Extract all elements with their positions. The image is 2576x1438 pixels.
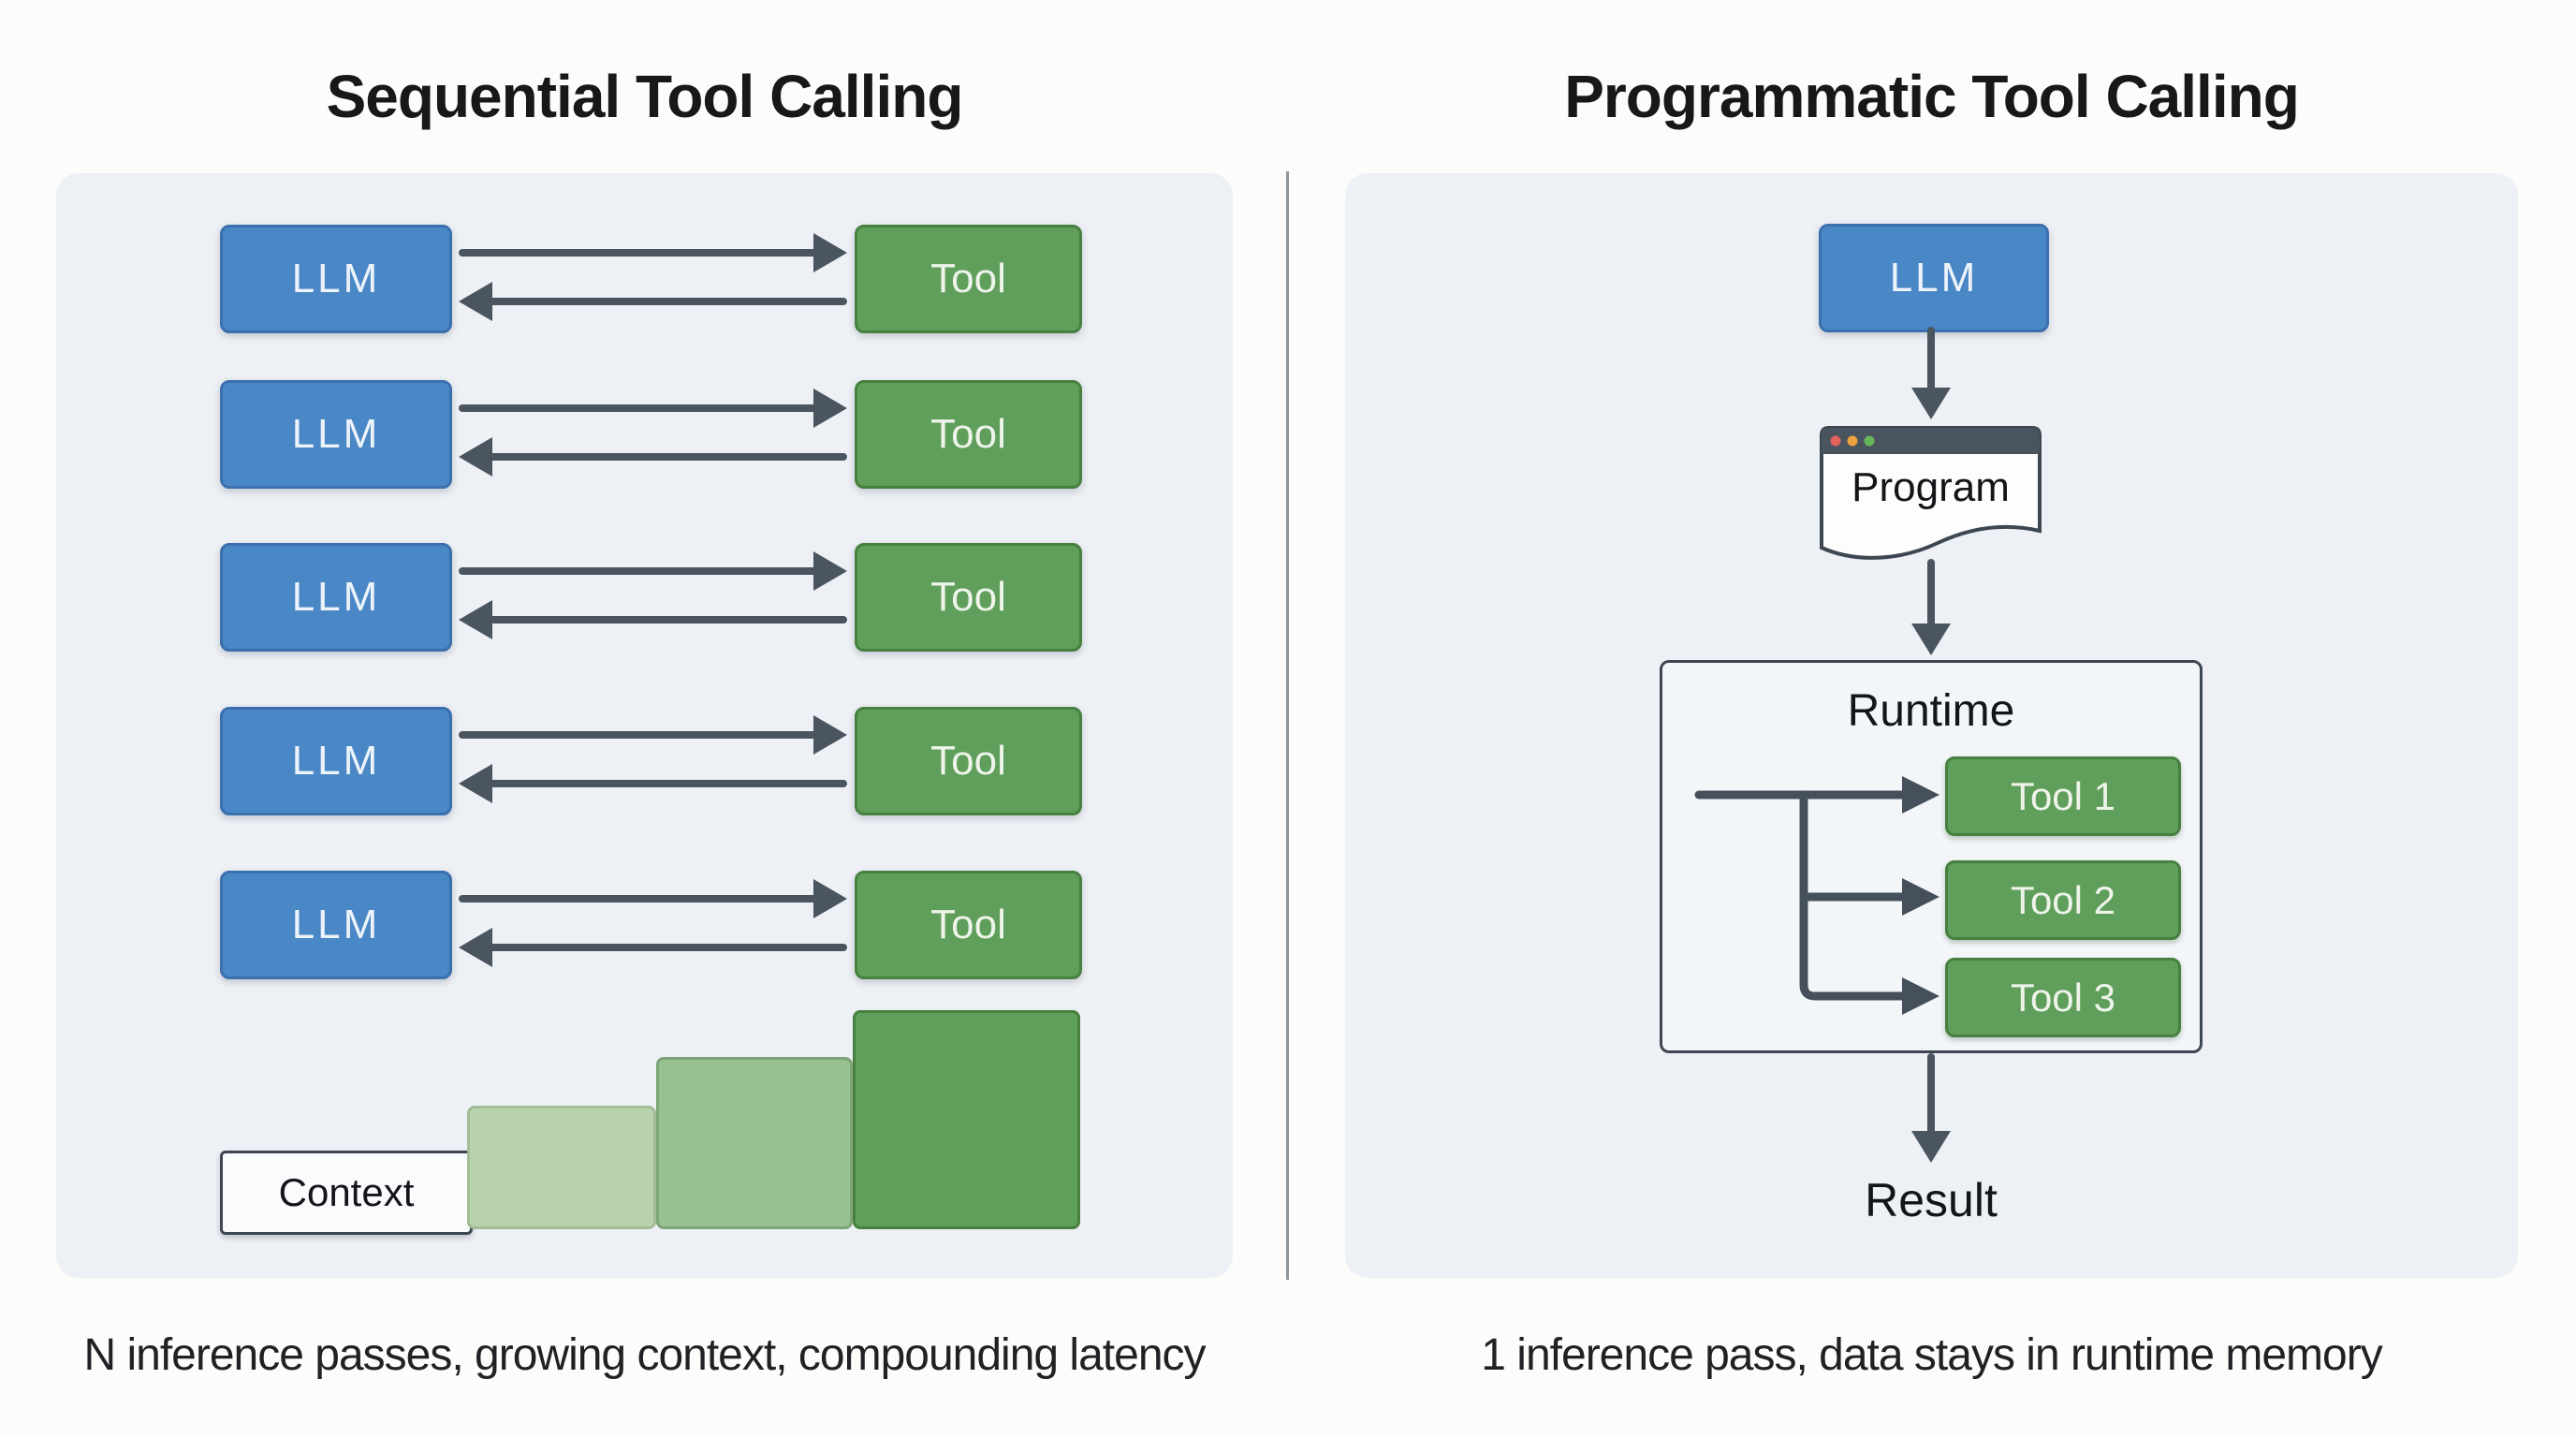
- tool-2-label: Tool 2: [2010, 877, 2116, 922]
- context-box: Context: [220, 1151, 473, 1235]
- arrowhead-tool2-icon: [1902, 878, 1939, 916]
- traffic-light-red-icon: [1830, 435, 1841, 447]
- arrowhead-right-icon: [813, 551, 847, 591]
- llm-box: LLM: [220, 871, 452, 979]
- arrow-llm-to-program: [1911, 327, 1951, 419]
- arrow-tool-to-llm: [459, 763, 847, 804]
- right-title: Programmatic Tool Calling: [1564, 63, 2300, 130]
- arrowhead-left-icon: [459, 437, 492, 477]
- llm-box: LLM: [1819, 224, 2049, 332]
- arrow-tool-to-llm: [459, 281, 847, 322]
- runtime-branch-connectors: [1694, 776, 1939, 1015]
- arrow-tool-to-llm: [459, 599, 847, 640]
- arrowhead-right-icon: [813, 879, 847, 918]
- tool-3-box: Tool 3: [1945, 958, 2181, 1037]
- arrowhead-down-icon: [1911, 624, 1951, 655]
- llm-label: LLM: [291, 256, 381, 301]
- arrow-llm-to-tool: [459, 714, 847, 756]
- tool-1-box: Tool 1: [1945, 756, 2181, 836]
- llm-box: LLM: [220, 707, 452, 815]
- traffic-light-yellow-icon: [1847, 435, 1858, 447]
- arrowhead-right-icon: [813, 233, 847, 272]
- tool-label: Tool: [930, 411, 1006, 457]
- tool-box: Tool: [855, 707, 1082, 815]
- panel-divider: [1286, 171, 1289, 1280]
- tool-2-box: Tool 2: [1945, 860, 2181, 940]
- tool-label: Tool: [930, 256, 1006, 301]
- tool-label: Tool: [930, 738, 1006, 784]
- programmatic-panel: LLM Program Runtime Tool 1 Tool 2 Tool: [1345, 173, 2518, 1278]
- arrowhead-left-icon: [459, 600, 492, 639]
- llm-box: LLM: [220, 543, 452, 652]
- tool-3-label: Tool 3: [2010, 975, 2116, 1020]
- runtime-label: Runtime: [1847, 686, 2015, 736]
- arrowhead-tool3-icon: [1902, 977, 1939, 1015]
- left-title: Sequential Tool Calling: [326, 63, 964, 130]
- arrowhead-right-icon: [813, 715, 847, 755]
- tool-box: Tool: [855, 543, 1082, 652]
- tool-1-label: Tool 1: [2010, 773, 2116, 818]
- llm-label: LLM: [291, 738, 381, 784]
- arrow-llm-to-tool: [459, 878, 847, 919]
- arrowhead-left-icon: [459, 764, 492, 803]
- tool-box: Tool: [855, 225, 1082, 333]
- llm-box: LLM: [220, 225, 452, 333]
- sequential-panel: LLM Tool LLM Tool LLM Tool LLM Tool LLM …: [56, 173, 1233, 1278]
- right-caption: 1 inference pass, data stays in runtime …: [1481, 1330, 2382, 1380]
- arrow-runtime-to-result: [1911, 1053, 1951, 1163]
- arrow-program-to-runtime: [1911, 559, 1951, 655]
- llm-label: LLM: [291, 411, 381, 457]
- arrowhead-right-icon: [813, 389, 847, 428]
- arrowhead-left-icon: [459, 282, 492, 321]
- traffic-light-green-icon: [1864, 435, 1875, 447]
- arrowhead-left-icon: [459, 928, 492, 967]
- left-caption: N inference passes, growing context, com…: [83, 1330, 1206, 1380]
- arrow-llm-to-tool: [459, 232, 847, 273]
- program-label: Program: [1852, 464, 2010, 510]
- arrow-llm-to-tool: [459, 550, 847, 592]
- arrowhead-tool1-icon: [1902, 776, 1939, 814]
- program-window-icon: [1820, 426, 2042, 560]
- tool-box: Tool: [855, 871, 1082, 979]
- arrowhead-down-icon: [1911, 388, 1951, 419]
- context-growth-bar-1: [467, 1106, 656, 1229]
- arrow-tool-to-llm: [459, 436, 847, 477]
- context-growth-bar-3: [853, 1010, 1080, 1229]
- context-label: Context: [278, 1170, 415, 1214]
- result-label: Result: [1865, 1174, 1998, 1226]
- llm-label: LLM: [1889, 255, 1979, 301]
- llm-label: LLM: [291, 902, 381, 947]
- context-growth-bar-2: [656, 1057, 853, 1229]
- arrowhead-down-icon: [1911, 1131, 1951, 1163]
- arrow-tool-to-llm: [459, 927, 847, 968]
- llm-box: LLM: [220, 380, 452, 489]
- tool-label: Tool: [930, 574, 1006, 620]
- tool-label: Tool: [930, 902, 1006, 947]
- tool-box: Tool: [855, 380, 1082, 489]
- runtime-box: Runtime Tool 1 Tool 2 Tool 3: [1660, 660, 2203, 1053]
- arrow-llm-to-tool: [459, 388, 847, 429]
- llm-label: LLM: [291, 574, 381, 620]
